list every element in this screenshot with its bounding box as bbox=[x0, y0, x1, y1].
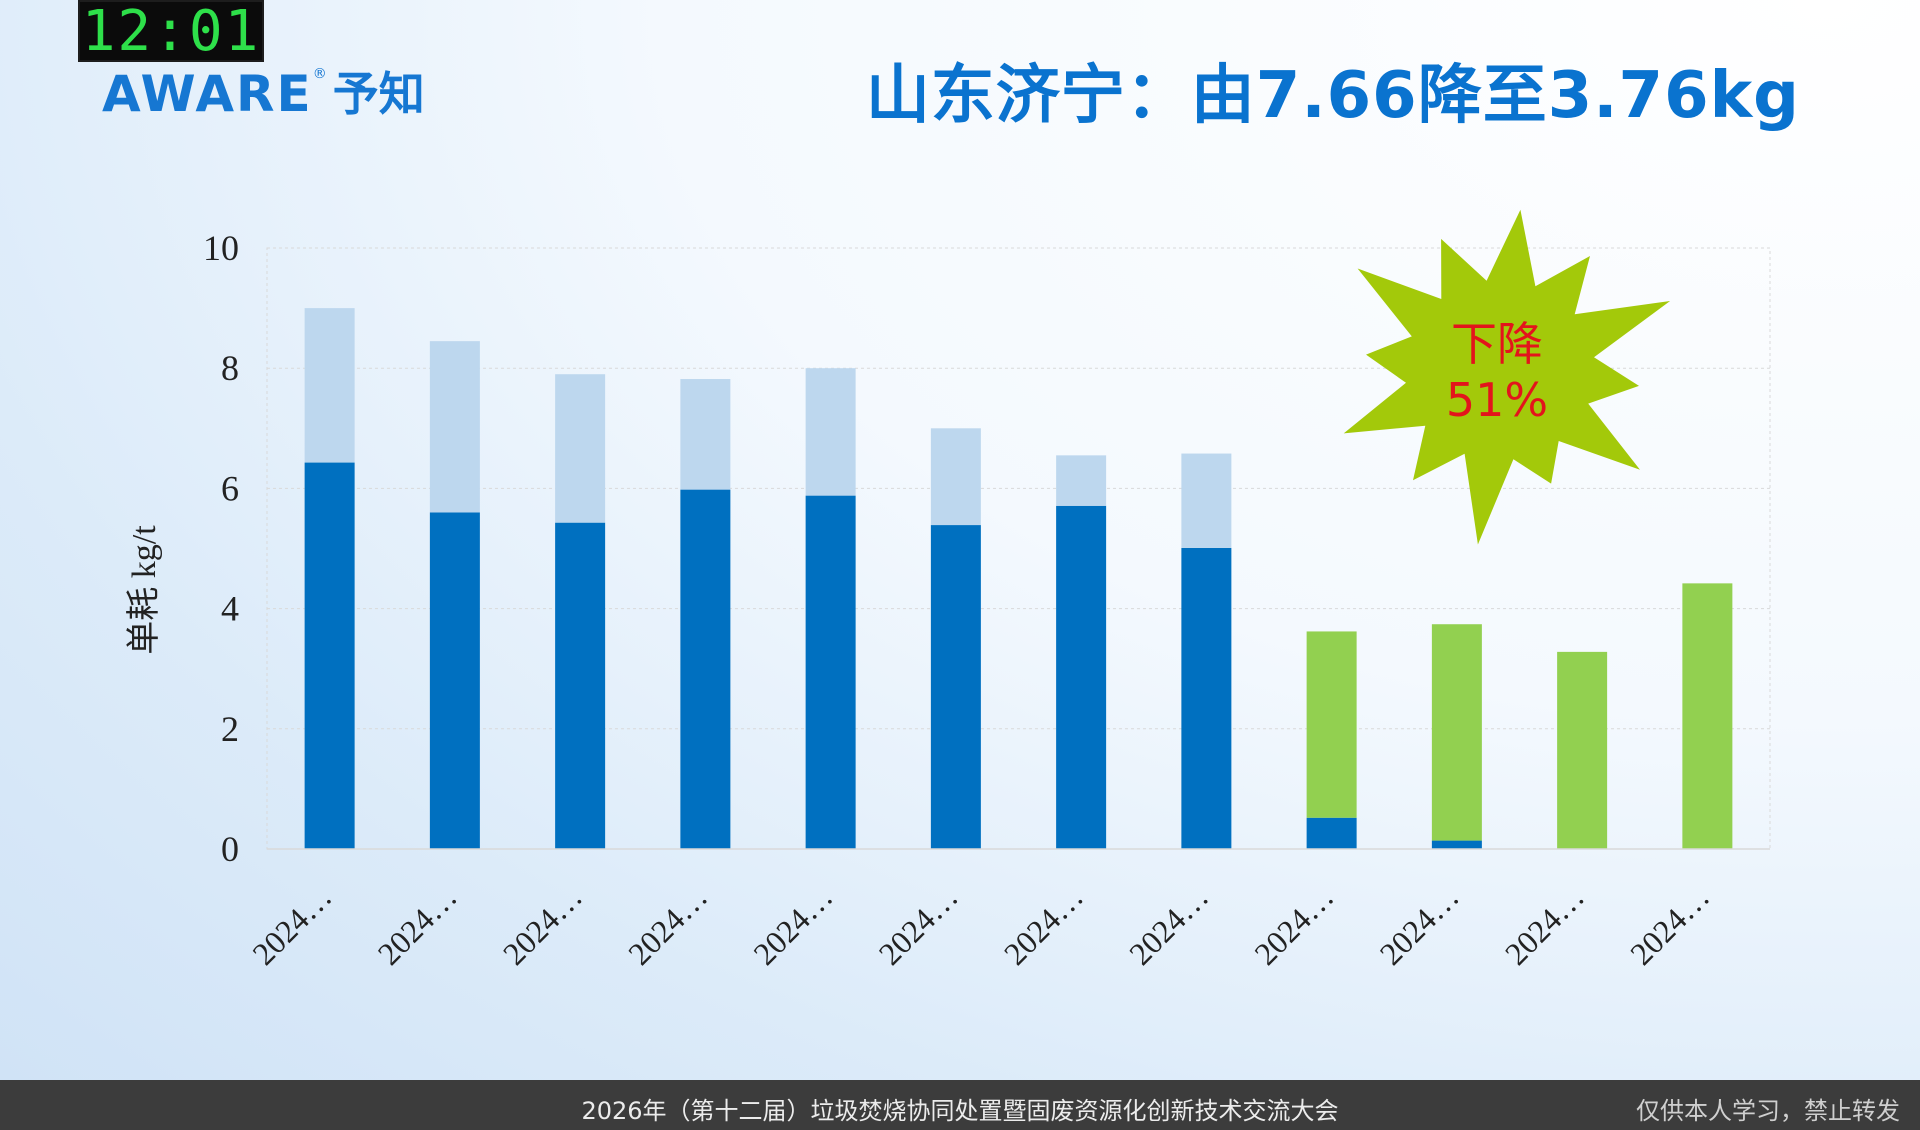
x-tick-label: 2024… bbox=[245, 878, 338, 971]
bar-segment bbox=[1557, 651, 1608, 849]
bar-segment bbox=[680, 379, 731, 490]
x-tick-label: 2024… bbox=[370, 878, 463, 971]
x-tick-label: 2024… bbox=[1372, 878, 1465, 971]
bars bbox=[304, 308, 1733, 849]
y-tick-label: 10 bbox=[203, 228, 239, 268]
badge-line-2: 51% bbox=[1446, 373, 1548, 427]
bar-chart: 0 2 4 6 8 10 2024… 2024… 2024… 2024… 2024… 2024… 202… bbox=[126, 209, 1771, 972]
plot-frame bbox=[266, 247, 1771, 850]
grid-lines bbox=[266, 247, 1771, 850]
bar-segment bbox=[680, 489, 731, 849]
y-tick-label: 2 bbox=[221, 709, 239, 749]
bar-segment bbox=[304, 462, 355, 849]
bar-segment bbox=[1056, 505, 1107, 849]
bar-segment bbox=[1306, 631, 1357, 818]
bar-segment bbox=[429, 512, 480, 849]
x-tick-label: 2024… bbox=[1122, 878, 1215, 971]
x-tick-label: 2024… bbox=[1247, 878, 1340, 971]
clock-display: 12:01 bbox=[78, 0, 264, 62]
x-tick-label: 2024… bbox=[871, 878, 964, 971]
aware-logo: AWARE ® 予知 bbox=[102, 62, 425, 122]
logo-registered-mark: ® bbox=[312, 66, 327, 82]
logo-chinese-text: 予知 bbox=[332, 67, 425, 121]
footer-bar: 2026年（第十二届）垃圾焚烧协同处置暨固废资源化创新技术交流大会 仅供本人学习… bbox=[0, 1080, 1920, 1130]
bar-segment bbox=[429, 341, 480, 513]
bar-segment bbox=[930, 525, 981, 849]
x-tick-label: 2024… bbox=[496, 878, 589, 971]
starburst-shape bbox=[1343, 209, 1671, 545]
bar-segment bbox=[1306, 817, 1357, 849]
y-tick-label: 6 bbox=[221, 468, 239, 508]
x-tick-label: 2024… bbox=[746, 878, 839, 971]
bar-segment bbox=[555, 374, 606, 523]
bar-segment bbox=[805, 495, 856, 849]
x-tick-label: 2024… bbox=[997, 878, 1090, 971]
bar-segment bbox=[1431, 624, 1482, 841]
bar-segment bbox=[805, 368, 856, 496]
logo-brand-text: AWARE bbox=[102, 65, 313, 123]
decrease-starburst-badge: 下降 51% bbox=[1343, 209, 1671, 545]
bar-segment bbox=[1056, 455, 1107, 506]
y-tick-label: 0 bbox=[221, 829, 239, 869]
x-tick-label: 2024… bbox=[621, 878, 714, 971]
bar-segment bbox=[1682, 583, 1733, 849]
footer-notice-text: 仅供本人学习，禁止转发 bbox=[1636, 1097, 1900, 1125]
x-tick-label: 2024… bbox=[1498, 878, 1591, 971]
bar-segment bbox=[1181, 453, 1232, 548]
y-axis-label: 单耗 kg/t bbox=[126, 525, 163, 655]
bar-segment bbox=[1431, 840, 1482, 849]
y-tick-label: 4 bbox=[221, 589, 239, 629]
footer-conference-text: 2026年（第十二届）垃圾焚烧协同处置暨固废资源化创新技术交流大会 bbox=[581, 1097, 1339, 1125]
y-tick-label: 8 bbox=[221, 348, 239, 388]
bar-segment bbox=[304, 308, 355, 463]
bar-segment bbox=[1181, 547, 1232, 849]
bar-segment bbox=[555, 522, 606, 849]
bar-segment bbox=[930, 428, 981, 526]
slide-title: 山东济宁：由7.66降至3.76kg bbox=[865, 59, 1800, 133]
x-tick-label: 2024… bbox=[1623, 878, 1716, 971]
badge-line-1: 下降 bbox=[1451, 317, 1543, 371]
